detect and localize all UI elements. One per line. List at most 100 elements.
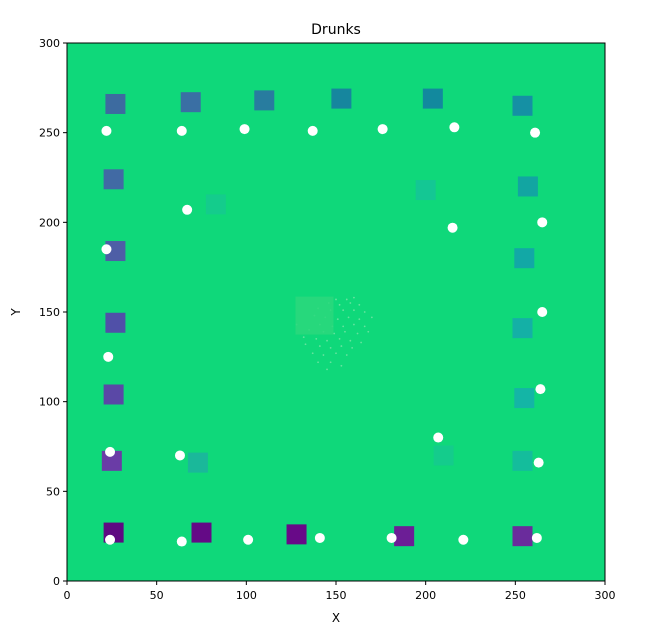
data-point	[530, 127, 541, 138]
faint-dot	[326, 368, 328, 371]
square-marker	[433, 445, 454, 466]
faint-dot	[363, 311, 366, 313]
data-point	[458, 534, 469, 545]
square-marker	[512, 450, 533, 471]
faint-dot	[358, 318, 361, 321]
faint-dot	[344, 330, 346, 333]
faint-dot	[329, 361, 332, 364]
data-point	[103, 351, 114, 362]
square-marker	[205, 194, 226, 215]
plot-background	[67, 43, 605, 581]
y-tick-label: 0	[53, 575, 60, 588]
data-point	[533, 457, 544, 468]
y-tick-label: 150	[39, 306, 60, 319]
faint-dot	[326, 339, 328, 342]
data-point	[176, 125, 187, 136]
faint-dot	[338, 338, 341, 340]
faint-dot	[345, 354, 348, 356]
faint-dot	[358, 303, 361, 306]
y-tick-label: 200	[39, 216, 60, 229]
data-point	[105, 534, 116, 545]
faint-dots-layer	[295, 296, 373, 371]
faint-dot	[336, 318, 339, 321]
data-point	[537, 307, 548, 317]
data-point	[176, 536, 187, 547]
square-marker	[286, 524, 307, 545]
data-point	[535, 384, 546, 395]
data-point	[174, 450, 185, 461]
square-marker	[514, 248, 535, 269]
square-marker	[103, 384, 124, 405]
y-tick-label: 250	[39, 127, 60, 140]
x-tick-label: 150	[326, 589, 347, 602]
faint-dot	[302, 336, 305, 339]
square-marker	[331, 88, 352, 109]
square-marker	[254, 90, 275, 111]
square-marker	[105, 241, 126, 262]
data-point	[243, 534, 254, 545]
x-tick-label: 300	[595, 589, 616, 602]
faint-dot	[342, 325, 345, 328]
square-marker	[517, 176, 538, 197]
square-marker	[512, 95, 533, 116]
x-axis-ticks: 0 50 100 150 200 250 300	[64, 581, 616, 602]
faint-dot	[349, 339, 352, 342]
faint-dot	[360, 341, 363, 344]
faint-dot	[347, 316, 350, 319]
chart-title: Drunks	[311, 22, 361, 38]
square-marker	[101, 450, 122, 471]
faint-dot	[329, 346, 332, 349]
data-point	[433, 432, 444, 443]
data-point	[182, 204, 193, 215]
faint-dot	[356, 332, 359, 335]
square-marker	[180, 92, 201, 113]
data-point	[377, 124, 388, 135]
data-point	[105, 446, 116, 457]
faint-dot	[338, 303, 341, 306]
x-tick-label: 100	[236, 589, 257, 602]
data-point	[314, 532, 325, 543]
faint-dot	[351, 346, 354, 349]
faint-dot	[340, 345, 343, 347]
data-point	[101, 125, 112, 136]
y-tick-label: 300	[39, 37, 60, 50]
square-marker	[415, 180, 436, 201]
faint-dot	[363, 325, 366, 328]
square-marker	[103, 169, 124, 190]
data-point	[386, 532, 397, 543]
data-point	[447, 222, 458, 233]
faint-dot	[322, 354, 325, 356]
highlight-square	[295, 296, 334, 335]
square-marker	[191, 522, 212, 543]
x-tick-label: 250	[505, 589, 526, 602]
data-point	[101, 244, 112, 255]
faint-dot	[311, 352, 314, 355]
y-axis-label: Y	[9, 308, 23, 317]
y-tick-label: 100	[39, 396, 60, 409]
data-point	[239, 124, 250, 135]
square-marker	[105, 93, 126, 114]
faint-dot	[370, 316, 373, 319]
square-marker	[422, 88, 443, 109]
faint-dot	[318, 345, 321, 347]
faint-dot	[335, 352, 337, 355]
faint-dot	[317, 361, 319, 364]
faint-dot	[340, 364, 343, 367]
square-marker	[512, 526, 533, 547]
data-point	[307, 125, 318, 136]
y-axis-ticks: 0 50 100 150 200 250 300	[39, 37, 67, 588]
x-tick-label: 0	[64, 589, 71, 602]
square-marker	[187, 452, 208, 473]
faint-dot	[345, 298, 348, 301]
faint-dot	[342, 309, 345, 312]
x-tick-label: 50	[150, 589, 164, 602]
square-marker	[105, 312, 126, 333]
faint-dot	[304, 343, 307, 346]
faint-dot	[353, 296, 355, 299]
x-tick-label: 200	[415, 589, 436, 602]
points-layer	[101, 122, 548, 547]
faint-dot	[349, 302, 352, 304]
square-marker	[394, 526, 415, 547]
square-marker	[512, 318, 533, 339]
faint-dot	[333, 332, 336, 335]
